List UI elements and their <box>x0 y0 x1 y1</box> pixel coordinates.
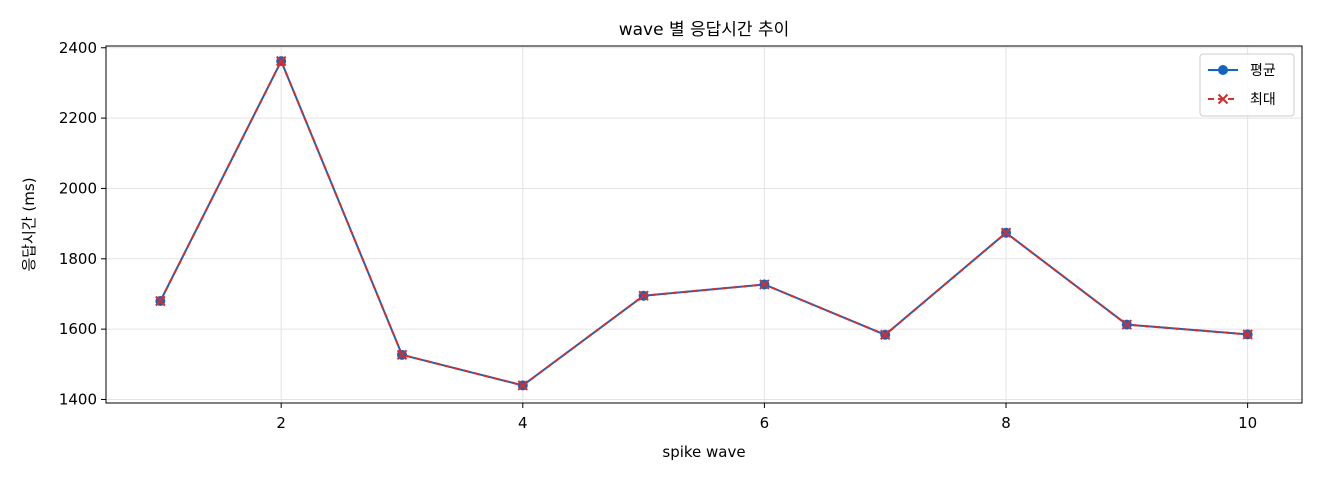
legend-marker <box>1218 65 1228 75</box>
grid <box>106 46 1302 403</box>
y-axis-label: 응답시간 (ms) <box>20 177 38 271</box>
legend-item-2: 최대 <box>1208 92 1276 108</box>
data-point-stroke <box>1242 329 1253 340</box>
data-point <box>759 279 770 290</box>
data-point-stroke <box>517 380 528 391</box>
x-tick-label: 10 <box>1238 414 1257 432</box>
data-point <box>1000 227 1012 238</box>
series-layer <box>155 55 1253 391</box>
data-point-stroke <box>275 55 287 67</box>
y-tick-label: 1800 <box>59 250 97 268</box>
x-tick-label: 6 <box>760 414 770 432</box>
data-point-stroke <box>880 329 891 340</box>
plot-frame <box>105 45 1303 404</box>
x-axis-label: spike wave <box>662 443 745 461</box>
data-point-stroke <box>155 295 166 307</box>
data-point <box>517 380 528 391</box>
y-tick-label: 2000 <box>59 179 97 197</box>
legend-marker <box>1217 93 1229 105</box>
data-point-stroke <box>638 290 649 301</box>
data-point-stroke <box>396 349 408 361</box>
data-point <box>396 349 408 361</box>
y-tick-label: 1600 <box>59 320 97 338</box>
legend-label: 최대 <box>1250 92 1276 108</box>
data-point <box>638 290 649 301</box>
legend-item-1: 평균 <box>1208 63 1276 79</box>
x-tick-label: 2 <box>276 414 286 432</box>
legend-box <box>1199 53 1295 117</box>
y-tick-label: 1400 <box>59 390 97 408</box>
chart-title: wave 별 응답시간 추이 <box>619 20 790 40</box>
y-tick-label: 2400 <box>59 39 97 57</box>
ticks: 2 4 6 8 10 1400 1600 1800 2000 2200 2400 <box>59 39 1257 432</box>
data-point <box>275 55 287 67</box>
legend-label: 평균 <box>1250 63 1276 79</box>
data-point <box>1242 329 1253 340</box>
x-tick-label: 4 <box>518 414 528 432</box>
series-line-1 <box>159 60 1248 387</box>
data-point-stroke <box>1121 319 1133 330</box>
series-line-2 <box>159 60 1248 387</box>
x-tick-label: 8 <box>1001 414 1011 432</box>
y-tick-label: 2200 <box>59 109 97 127</box>
data-point <box>1121 319 1133 330</box>
data-point-stroke <box>1000 227 1012 238</box>
data-point <box>880 329 891 340</box>
data-point-stroke <box>759 279 770 290</box>
data-point <box>155 295 166 307</box>
